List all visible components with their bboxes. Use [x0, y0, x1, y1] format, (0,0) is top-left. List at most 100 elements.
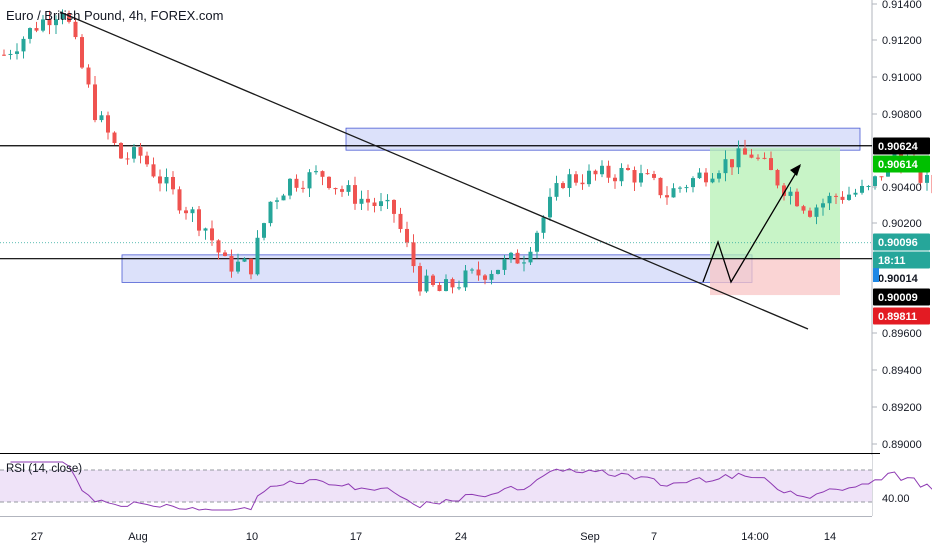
- candle-body: [789, 192, 793, 196]
- candle-body: [106, 115, 110, 132]
- candle-body: [555, 183, 559, 197]
- candle-body: [769, 158, 773, 170]
- candle: [87, 64, 91, 88]
- candle-body: [490, 274, 494, 280]
- price-tag-label: 0.90096: [878, 237, 918, 249]
- candle-body: [659, 178, 663, 195]
- candle-body: [282, 196, 286, 201]
- candle-body: [438, 285, 442, 291]
- candle-body: [470, 270, 474, 271]
- candle-body: [386, 200, 390, 201]
- candle-body: [132, 147, 136, 159]
- candle-body: [165, 177, 169, 183]
- candle-body: [28, 28, 32, 39]
- candle-body: [314, 171, 318, 172]
- candle-body: [756, 158, 760, 159]
- candle-body: [93, 84, 97, 120]
- candle-body: [100, 115, 104, 120]
- candle-body: [22, 39, 26, 51]
- rsi-tick-label: 40.00: [882, 493, 910, 505]
- target-zone: [710, 148, 840, 259]
- candle-body: [672, 188, 676, 197]
- candle-body: [496, 270, 500, 274]
- candle-body: [724, 159, 728, 173]
- candle-body: [581, 183, 585, 184]
- candle-body: [35, 28, 39, 31]
- price-tick-label: 0.91200: [882, 35, 922, 47]
- candle-body: [2, 55, 6, 56]
- candle-body: [366, 199, 370, 203]
- time-tick-label: 24: [455, 531, 467, 543]
- candle-body: [730, 159, 734, 167]
- candle-body: [873, 176, 877, 186]
- candle-body: [126, 158, 130, 159]
- candle-body: [828, 196, 832, 203]
- candle-body: [802, 206, 806, 210]
- candle: [431, 274, 435, 287]
- candle-body: [457, 287, 461, 288]
- candle-body: [626, 168, 630, 170]
- candle-body: [704, 173, 708, 183]
- candle: [659, 177, 663, 198]
- candle-body: [178, 189, 182, 210]
- price-tick-label: 0.89400: [882, 365, 922, 377]
- price-tick-label: 0.91400: [882, 0, 922, 11]
- price-tag-label: 18:11: [878, 255, 906, 267]
- candle-body: [860, 186, 864, 193]
- candle-body: [620, 168, 624, 181]
- time-tick-label: Sep: [580, 531, 600, 543]
- candle-body: [230, 256, 234, 272]
- candle-body: [295, 179, 299, 188]
- candle-body: [665, 195, 669, 197]
- candle-body: [418, 266, 422, 291]
- candle-body: [587, 171, 591, 184]
- candle-body: [204, 228, 208, 230]
- candle-body: [171, 177, 175, 189]
- candle-body: [113, 133, 117, 143]
- candle-body: [275, 200, 279, 201]
- candle-body: [568, 174, 572, 188]
- time-tick-label: Aug: [128, 531, 148, 543]
- candle-body: [613, 178, 617, 181]
- candle-body: [847, 195, 851, 200]
- candle: [80, 34, 84, 69]
- time-tick-label: 27: [31, 531, 43, 543]
- candle-body: [152, 164, 156, 176]
- price-tick-label: 0.91000: [882, 72, 922, 84]
- candle-body: [236, 262, 240, 272]
- candle-body: [639, 173, 643, 182]
- time-tick-label: 7: [651, 531, 657, 543]
- candle: [269, 201, 273, 226]
- candle: [327, 176, 331, 189]
- candle-body: [594, 171, 598, 174]
- candle-body: [529, 252, 533, 263]
- candle-body: [223, 252, 227, 255]
- candle-body: [880, 176, 884, 177]
- axis-corner: [872, 517, 932, 550]
- candle-body: [425, 276, 429, 292]
- candle-body: [535, 233, 539, 252]
- candle-body: [87, 68, 91, 85]
- candle-body: [808, 211, 812, 217]
- candle-body: [243, 259, 247, 262]
- candle-body: [347, 185, 351, 192]
- candle-body: [392, 200, 396, 214]
- candle-body: [353, 185, 357, 204]
- candle-body: [633, 170, 637, 182]
- candle-body: [750, 155, 754, 158]
- candle-body: [691, 178, 695, 187]
- candle-body: [444, 279, 448, 291]
- candle-body: [399, 214, 403, 229]
- candle-body: [821, 203, 825, 207]
- price-tick-label: 0.90800: [882, 109, 922, 121]
- candle-body: [522, 262, 526, 263]
- price-tick-label: 0.89200: [882, 402, 922, 414]
- candle-body: [191, 209, 195, 213]
- price-tag-marker: [873, 268, 879, 282]
- candle-body: [74, 22, 78, 37]
- time-tick-label: 14: [824, 531, 836, 543]
- candle-body: [197, 209, 201, 230]
- candle-body: [217, 240, 221, 252]
